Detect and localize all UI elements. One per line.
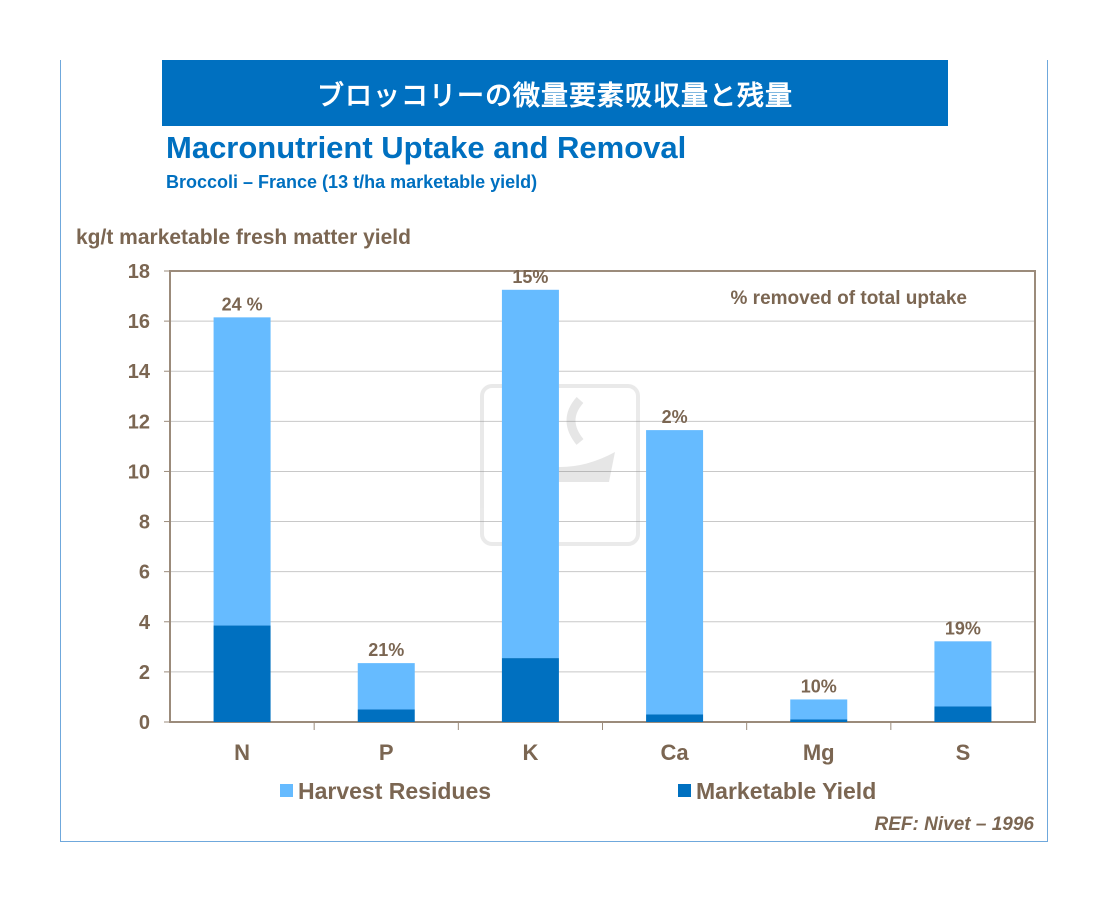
x-tick-label: Mg [803, 740, 835, 765]
x-tick-label: Ca [661, 740, 690, 765]
bar-harvest-residues-s [934, 641, 992, 707]
percent-label-k: 15% [512, 267, 548, 287]
legend-label-harvest-residues: Harvest Residues [298, 778, 491, 804]
y-tick-label: 18 [128, 261, 150, 283]
x-tick-label: N [234, 740, 250, 765]
y-tick-label: 8 [139, 512, 150, 534]
percent-label-s: 19% [945, 618, 981, 638]
bar-harvest-residues-k [501, 289, 559, 659]
y-tick-label: 10 [128, 461, 150, 483]
y-tick-label: 6 [139, 562, 150, 584]
percent-label-ca: 2% [662, 407, 688, 427]
chart-subtitle: Broccoli – France (13 t/ha marketable yi… [166, 172, 538, 192]
japanese-banner: ブロッコリーの微量要素吸収量と残量 [162, 60, 948, 126]
legend-swatch-harvest-residues [280, 784, 293, 797]
x-tick-label: P [379, 740, 394, 765]
percent-label-mg: 10% [801, 676, 837, 696]
bar-harvest-residues-mg [790, 699, 848, 720]
chart-title: Macronutrient Uptake and Removal [166, 130, 687, 165]
y-axis-title: kg/t marketable fresh matter yield [76, 226, 411, 249]
bar-marketable-yield-n [213, 625, 271, 722]
y-tick-label: 2 [139, 662, 150, 684]
percent-label-n: 24 % [222, 294, 263, 314]
bar-marketable-yield-s [934, 706, 992, 722]
y-tick-label: 12 [128, 411, 150, 433]
percent-label-p: 21% [368, 640, 404, 660]
plot-area-border [169, 270, 1036, 723]
y-tick-label: 0 [139, 712, 150, 734]
bar-harvest-residues-ca [646, 430, 704, 715]
legend-label-marketable-yield: Marketable Yield [696, 778, 876, 804]
bar-marketable-yield-ca [646, 714, 704, 722]
bar-marketable-yield-p [357, 709, 415, 722]
bar-marketable-yield-mg [790, 719, 848, 722]
x-tick-label: S [956, 740, 971, 765]
bar-marketable-yield-k [501, 658, 559, 722]
slide-frame [60, 60, 1048, 842]
legend-swatch-marketable-yield [678, 784, 691, 797]
bar-harvest-residues-n [213, 317, 271, 626]
reference-note: REF: Nivet – 1996 [874, 814, 1034, 835]
y-tick-label: 4 [139, 612, 151, 634]
y-tick-label: 14 [128, 361, 151, 383]
y-tick-label: 16 [128, 311, 150, 333]
removal-percent-note: % removed of total uptake [731, 288, 968, 309]
bar-harvest-residues-p [357, 663, 415, 710]
x-tick-label: K [522, 740, 538, 765]
